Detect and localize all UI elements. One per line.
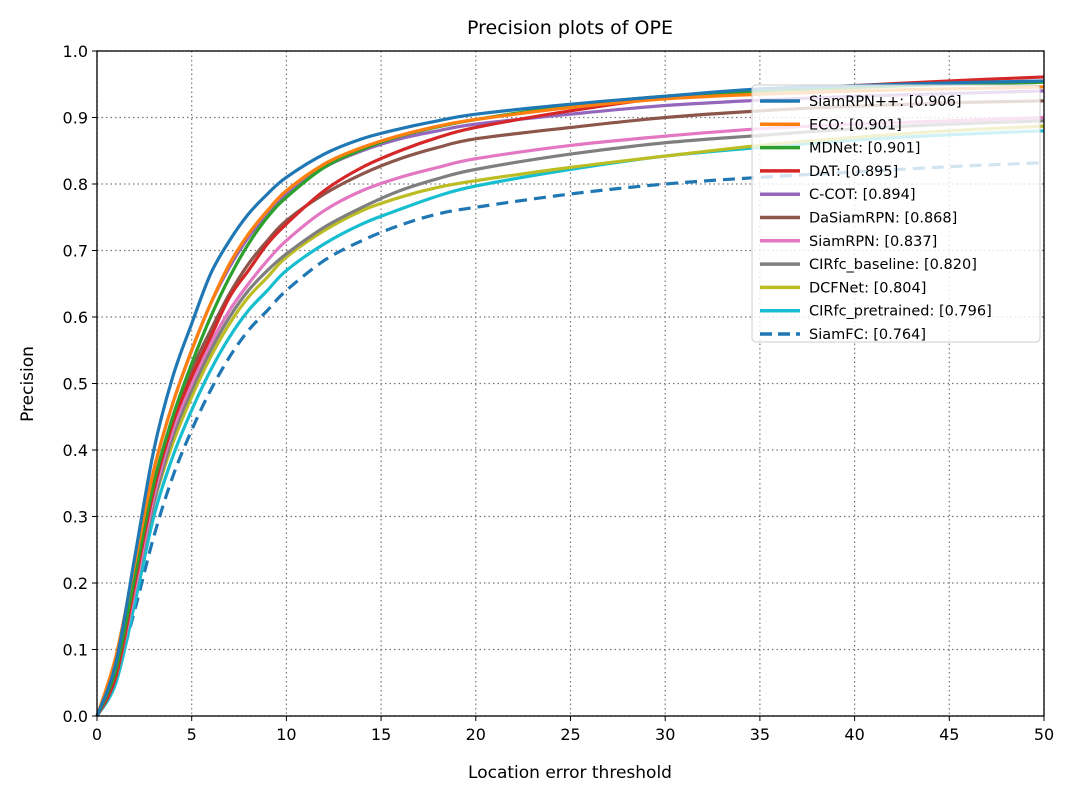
y-tick-label: 0.2 bbox=[63, 574, 88, 593]
y-tick-label: 0.0 bbox=[63, 707, 88, 726]
legend-label-dat: DAT: [0.895] bbox=[809, 164, 898, 180]
y-tick-label: 0.7 bbox=[63, 242, 88, 261]
x-tick-label: 10 bbox=[276, 725, 296, 744]
legend-label-siamrpn-: SiamRPN++: [0.906] bbox=[809, 94, 962, 110]
legend-label-cirfc-pretrained: CIRfc_pretrained: [0.796] bbox=[809, 304, 992, 320]
x-tick-label: 35 bbox=[750, 725, 770, 744]
y-tick-label: 0.6 bbox=[63, 308, 88, 327]
legend-label-c-cot: C-COT: [0.894] bbox=[809, 187, 915, 203]
x-tick-label: 25 bbox=[560, 725, 580, 744]
y-axis-label: Precision bbox=[18, 346, 38, 422]
legend-label-cirfc-baseline: CIRfc_baseline: [0.820] bbox=[809, 257, 977, 273]
y-tick-label: 1.0 bbox=[63, 42, 88, 61]
x-tick-label: 40 bbox=[844, 725, 864, 744]
legend: SiamRPN++: [0.906] ECO: [0.901] MDNet: [0.… bbox=[751, 84, 1041, 343]
grid bbox=[96, 50, 1045, 717]
y-tick-label: 0.3 bbox=[63, 508, 88, 527]
x-axis-label: Location error threshold bbox=[468, 763, 672, 783]
legend-label-dasiamrpn: DaSiamRPN: [0.868] bbox=[809, 211, 957, 227]
x-tick-label: 50 bbox=[1034, 725, 1054, 744]
axis-ticks: 0 5 10 15 20 25 30 35 40 45 50 0.0 0.1 0.2 0.3 0.4 0.5 0.… bbox=[63, 42, 1055, 744]
legend-label-dcfnet: DCFNet: [0.804] bbox=[809, 280, 926, 296]
y-tick-label: 0.8 bbox=[63, 175, 88, 194]
x-tick-label: 5 bbox=[187, 725, 197, 744]
x-tick-label: 45 bbox=[939, 725, 959, 744]
legend-label-mdnet: MDNet: [0.901] bbox=[809, 141, 920, 157]
y-tick-label: 0.9 bbox=[63, 109, 88, 128]
y-tick-label: 0.4 bbox=[63, 441, 88, 460]
x-tick-label: 30 bbox=[655, 725, 675, 744]
x-tick-label: 0 bbox=[92, 725, 102, 744]
chart-title: Precision plots of OPE bbox=[467, 17, 673, 39]
x-tick-label: 20 bbox=[466, 725, 486, 744]
x-tick-label: 15 bbox=[371, 725, 391, 744]
legend-label-siamfc: SiamFC: [0.764] bbox=[809, 327, 926, 343]
legend-label-eco: ECO: [0.901] bbox=[809, 117, 902, 133]
series-line-siamfc bbox=[95, 161, 1045, 717]
series-line-siamrpn- bbox=[95, 79, 1045, 717]
legend-box bbox=[751, 84, 1041, 343]
legend-label-siamrpn: SiamRPN: [0.837] bbox=[809, 234, 937, 250]
y-tick-label: 0.5 bbox=[63, 375, 88, 394]
y-tick-label: 0.1 bbox=[63, 641, 88, 660]
